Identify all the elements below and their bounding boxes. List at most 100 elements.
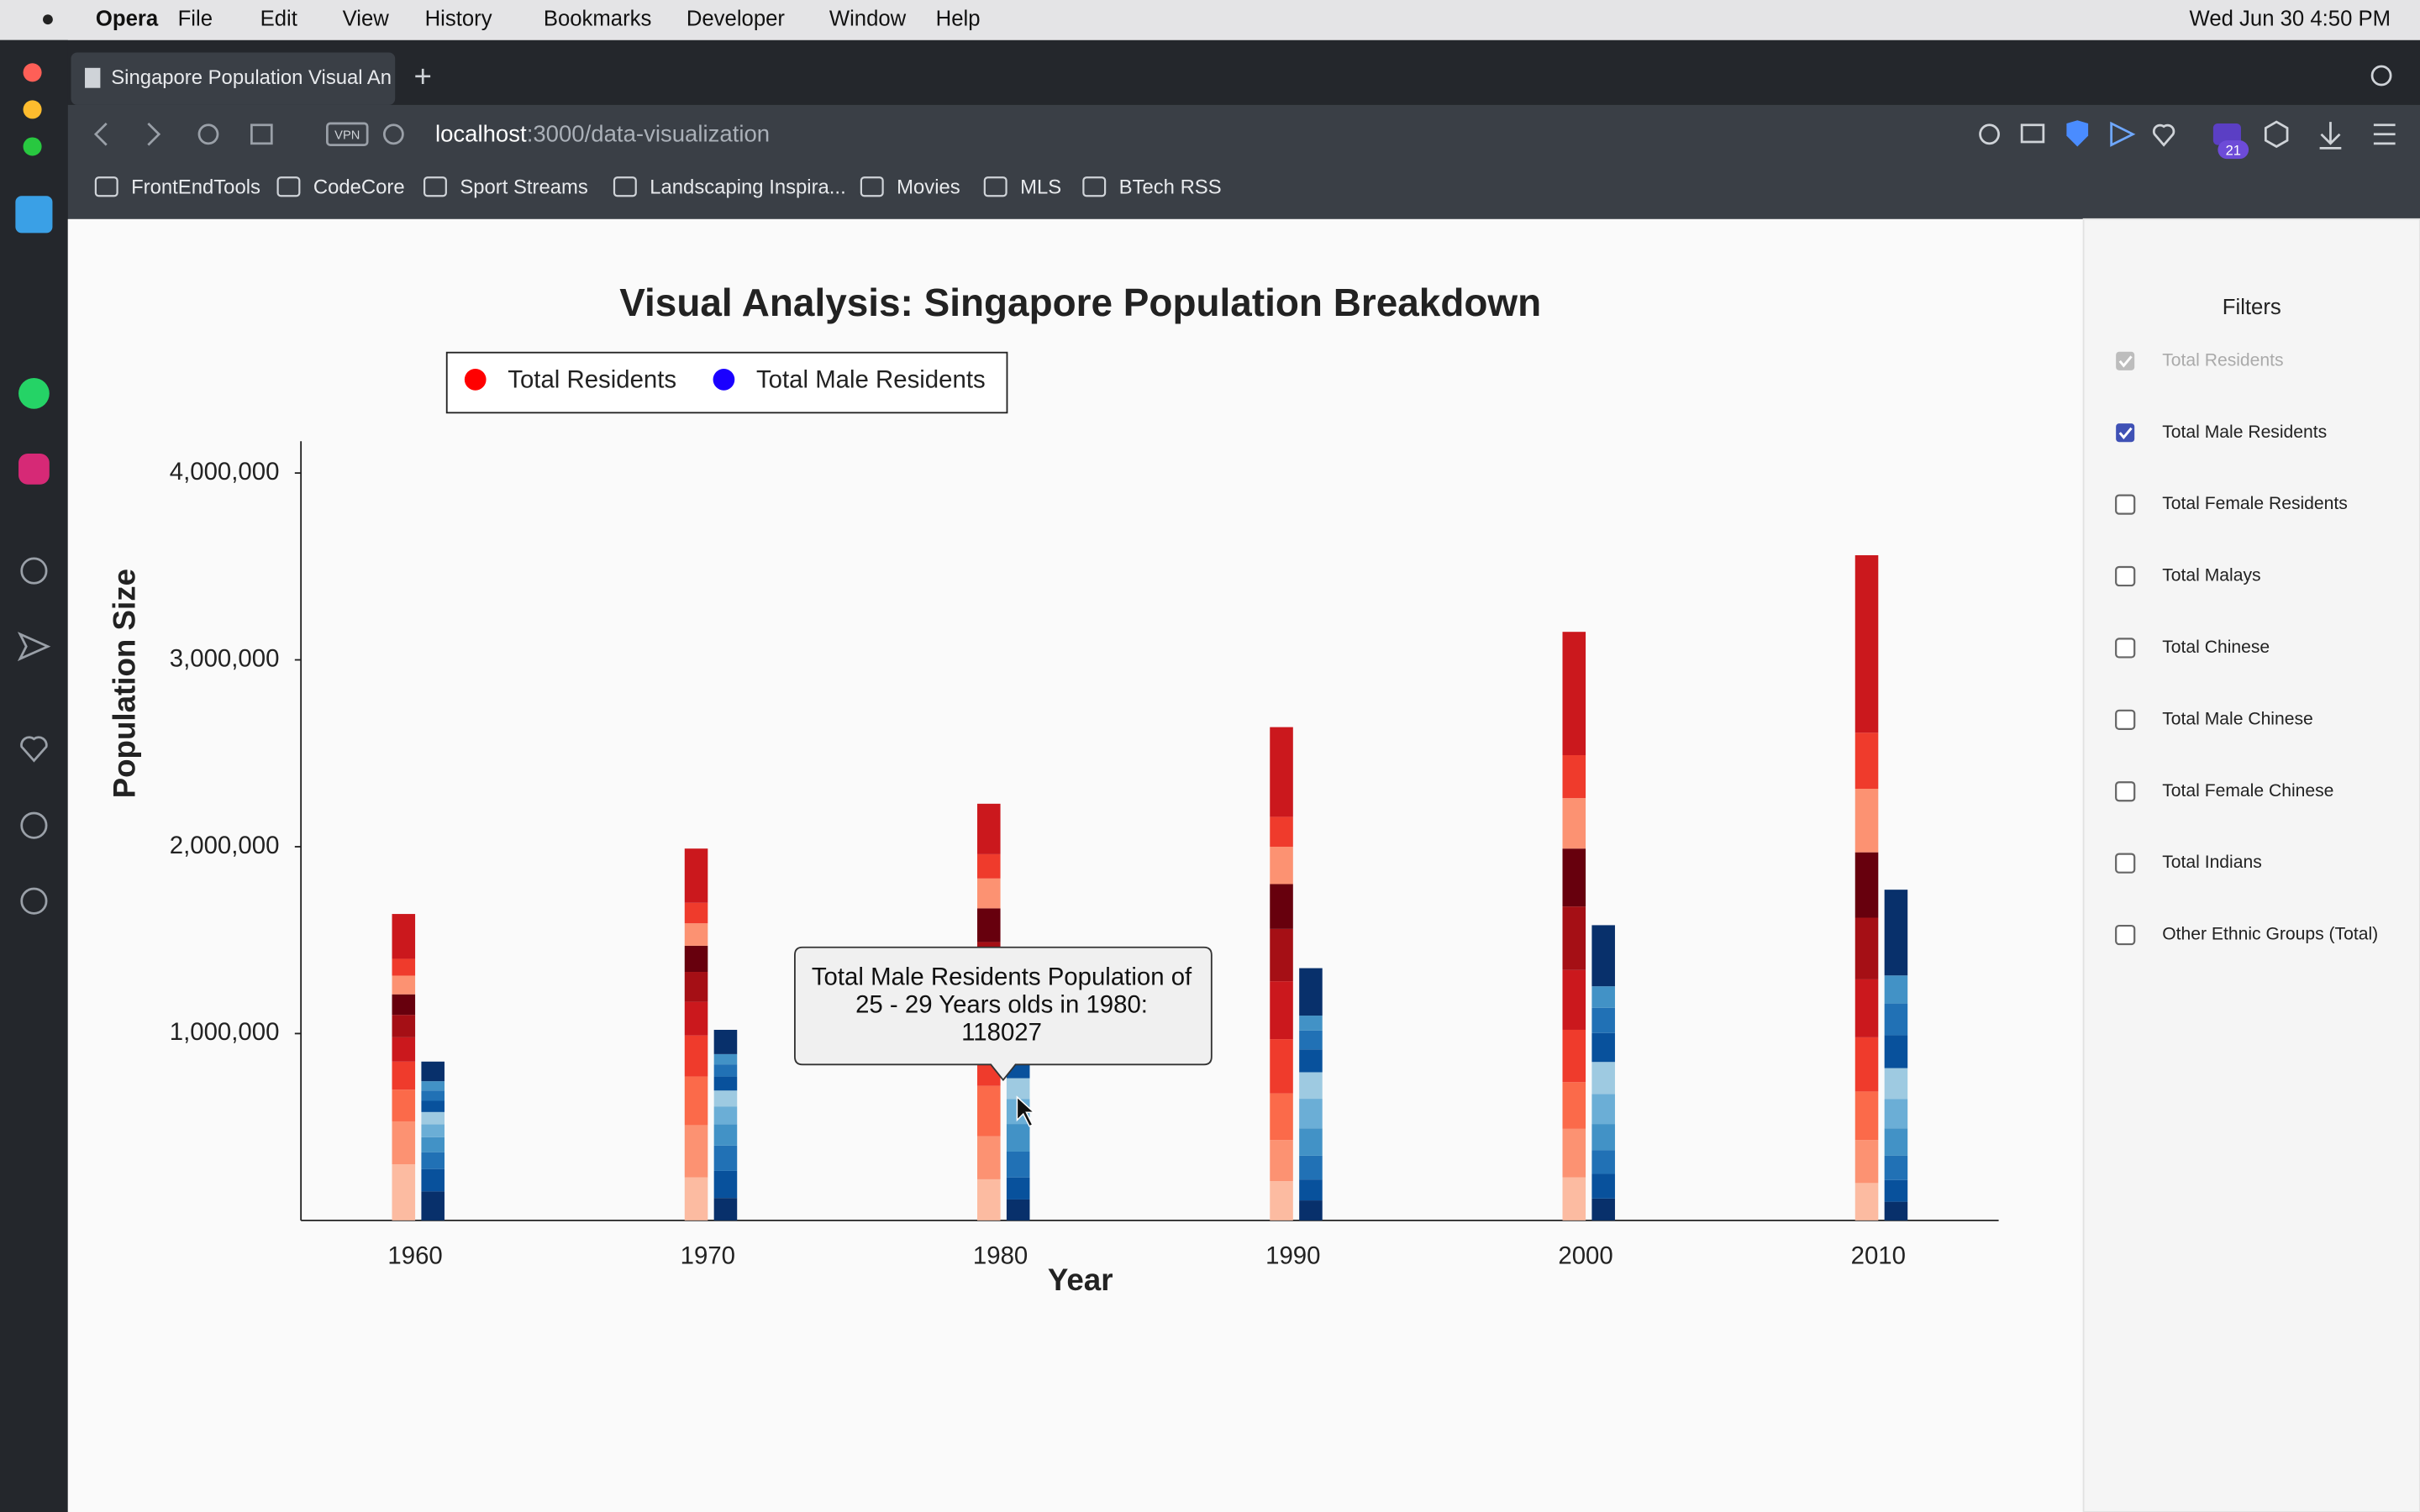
apple-logo[interactable]: ● — [41, 5, 55, 31]
favorites-icon[interactable] — [2152, 123, 2175, 147]
bar-segment[interactable] — [1591, 1032, 1615, 1063]
bar-segment[interactable] — [977, 1085, 1001, 1137]
search-tabs-icon[interactable] — [2370, 65, 2392, 87]
bar-segment[interactable] — [977, 853, 1001, 879]
filter-checkbox[interactable] — [2115, 781, 2136, 802]
history-icon[interactable] — [20, 811, 48, 839]
bar-segment[interactable] — [392, 1164, 416, 1221]
settings-icon[interactable] — [20, 887, 48, 915]
bar-segment[interactable] — [1884, 1179, 1908, 1202]
bar-segment[interactable] — [1562, 1082, 1586, 1129]
filter-checkbox[interactable] — [2115, 853, 2136, 874]
bar-segment[interactable] — [392, 1121, 416, 1165]
zoom-icon[interactable] — [1979, 123, 2000, 145]
bar-segment[interactable] — [1854, 554, 1879, 733]
bar-segment[interactable] — [421, 1081, 445, 1091]
bar-segment[interactable] — [1562, 1177, 1586, 1221]
bar-segment[interactable] — [713, 1064, 738, 1077]
bar-segment[interactable] — [1591, 1150, 1615, 1174]
bar-segment[interactable] — [1854, 979, 1879, 1037]
bar-segment[interactable] — [1884, 1068, 1908, 1100]
bar-segment[interactable] — [421, 1100, 445, 1112]
filter-checkbox[interactable] — [2115, 638, 2136, 659]
bar-segment[interactable] — [1562, 906, 1586, 970]
bar-segment[interactable] — [1884, 1155, 1908, 1180]
bar-segment[interactable] — [1884, 1099, 1908, 1129]
bar-segment[interactable] — [392, 1061, 416, 1090]
bar-segment[interactable] — [684, 923, 708, 946]
legend-label[interactable]: Total Male Residents — [756, 365, 986, 393]
app-name[interactable]: Opera — [96, 8, 159, 31]
bar-segment[interactable] — [1591, 1173, 1615, 1199]
bar-segment[interactable] — [713, 1076, 738, 1091]
bar-segment[interactable] — [1299, 1072, 1323, 1100]
bar-segment[interactable] — [1270, 727, 1293, 817]
bar-segment[interactable] — [1591, 1007, 1615, 1033]
bar-segment[interactable] — [1854, 1091, 1879, 1141]
bar-segment[interactable] — [421, 1090, 445, 1101]
bar-segment[interactable] — [977, 1136, 1001, 1179]
legend-label[interactable]: Total Residents — [508, 365, 676, 393]
new-tab-button[interactable]: + — [414, 59, 432, 93]
bar-segment[interactable] — [1591, 986, 1615, 1008]
bar-segment[interactable] — [713, 1090, 738, 1107]
bar-segment[interactable] — [1270, 1140, 1293, 1182]
bar-segment[interactable] — [684, 1001, 708, 1036]
bar-segment[interactable] — [421, 1152, 445, 1169]
menu-item[interactable]: View — [343, 8, 390, 31]
bar-segment[interactable] — [392, 1089, 416, 1121]
bar-segment[interactable] — [1006, 1199, 1030, 1221]
bar-segment[interactable] — [1299, 1099, 1323, 1129]
forward-button[interactable] — [147, 122, 161, 146]
bar-segment[interactable] — [1299, 1155, 1323, 1180]
bar-segment[interactable] — [1884, 1035, 1908, 1068]
bar-segment[interactable] — [1562, 848, 1586, 907]
bar-segment[interactable] — [1299, 1049, 1323, 1073]
bar-segment[interactable] — [1270, 846, 1293, 885]
menu-item[interactable]: History — [425, 8, 492, 31]
bar-segment[interactable] — [1884, 1003, 1908, 1036]
bookmark[interactable]: CodeCore — [313, 176, 405, 198]
filter-label[interactable]: Total Male Residents — [2162, 423, 2327, 442]
menu-item[interactable]: Developer — [687, 8, 786, 31]
menu-item[interactable]: Window — [829, 8, 907, 31]
bookmark[interactable]: BTech RSS — [1119, 176, 1222, 198]
bar-segment[interactable] — [392, 958, 416, 976]
bar-segment[interactable] — [392, 914, 416, 959]
bar-segment[interactable] — [1270, 1093, 1293, 1141]
bar-segment[interactable] — [684, 1177, 708, 1221]
tabs-button[interactable] — [250, 123, 273, 145]
filter-checkbox[interactable] — [2115, 494, 2136, 515]
zoom-button[interactable] — [23, 137, 42, 156]
bookmark[interactable]: Landscaping Inspira... — [650, 176, 845, 198]
bar-segment[interactable] — [1562, 1029, 1586, 1083]
adblock-icon[interactable] — [2066, 120, 2089, 147]
bar-segment[interactable] — [1591, 1198, 1615, 1221]
bar-segment[interactable] — [421, 1191, 445, 1221]
bar-segment[interactable] — [1562, 754, 1586, 799]
bookmark[interactable]: MLS — [1020, 176, 1061, 198]
close-button[interactable] — [23, 63, 42, 82]
bar-segment[interactable] — [1591, 925, 1615, 987]
bar-segment[interactable] — [1270, 1039, 1293, 1094]
bar-segment[interactable] — [1006, 1151, 1030, 1178]
bar-segment[interactable] — [421, 1137, 445, 1152]
bar-segment[interactable] — [713, 1106, 738, 1125]
filter-label[interactable]: Total Male Chinese — [2162, 709, 2313, 728]
downloads-icon[interactable] — [2319, 122, 2342, 150]
bar-segment[interactable] — [1562, 1128, 1586, 1178]
bar-segment[interactable] — [684, 945, 708, 973]
bar-segment[interactable] — [1884, 890, 1908, 976]
filter-checkbox[interactable] — [2115, 924, 2136, 946]
menu-item[interactable]: Bookmarks — [544, 8, 652, 31]
bar-segment[interactable] — [977, 878, 1001, 909]
filter-label[interactable]: Total Chinese — [2162, 638, 2270, 657]
filter-label[interactable]: Total Female Chinese — [2162, 781, 2333, 801]
snapshot-icon[interactable] — [2020, 123, 2045, 144]
bar-segment[interactable] — [684, 848, 708, 903]
tab-title[interactable]: Singapore Population Visual An — [111, 66, 392, 89]
bar-segment[interactable] — [1854, 789, 1879, 853]
bar-segment[interactable] — [1299, 1200, 1323, 1221]
filter-label[interactable]: Other Ethnic Groups (Total) — [2162, 925, 2378, 944]
bar-segment[interactable] — [1854, 1037, 1879, 1092]
